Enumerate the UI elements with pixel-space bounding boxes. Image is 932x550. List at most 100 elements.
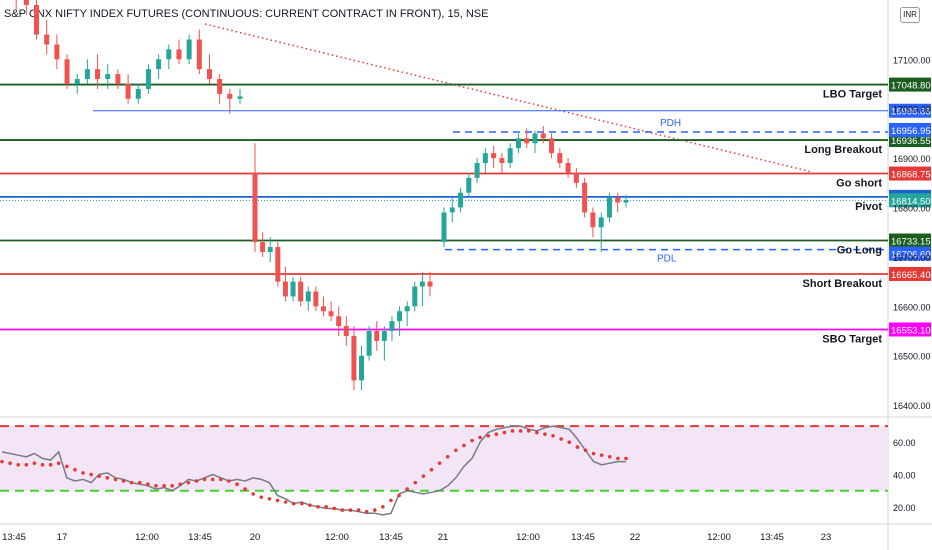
level-price-value: 16733.15	[891, 237, 931, 248]
rsi-ma-dot	[575, 445, 580, 449]
candle-body	[252, 172, 258, 243]
candle-body	[381, 331, 387, 341]
time-tick-label: 13:45	[760, 532, 784, 543]
rsi-ma-dot	[129, 480, 134, 485]
candle-body	[206, 69, 212, 80]
rsi-tick-label: 20.00	[893, 503, 916, 513]
candle-body	[507, 148, 513, 164]
rsi-tick-label: 60.00	[893, 438, 916, 448]
candle-body	[515, 138, 521, 149]
level-label: Go short	[836, 178, 882, 190]
extra-price-value: 16956.95	[891, 126, 931, 137]
candle-body	[115, 74, 121, 84]
rsi-ma-dot	[526, 429, 531, 433]
rsi-ma-dot	[97, 474, 102, 478]
rsi-ma-dot	[462, 443, 466, 448]
rsi-ma-dot	[308, 503, 312, 508]
level-price-value: 17048.80	[891, 81, 931, 92]
candle-body	[217, 79, 223, 94]
rsi-ma-dot	[194, 479, 199, 483]
rsi-ma-dot	[56, 461, 61, 466]
rsi-ma-dot	[567, 440, 572, 445]
level-price-tag: 17048.80	[889, 77, 931, 92]
level-price-value: 16936.55	[891, 136, 931, 147]
rsi-ma-dot	[518, 429, 523, 433]
candle-body	[359, 355, 365, 381]
candle-body	[237, 96, 243, 99]
extra-price-tag: 16814.50	[889, 193, 931, 208]
candles-layer	[15, 0, 629, 391]
rsi-ma-dot	[24, 463, 29, 467]
candle-body	[458, 192, 464, 208]
pdl-label: PDL	[657, 254, 677, 265]
extra-price-tag: 16995.85	[889, 103, 931, 118]
rsi-ma-dot	[210, 477, 215, 482]
candle-body	[298, 281, 304, 302]
rsi-ma-dot	[0, 459, 4, 464]
candle-body	[482, 153, 488, 164]
rsi-ma-dot	[40, 463, 45, 467]
candle-body	[427, 281, 433, 287]
time-tick-label: 22	[630, 532, 641, 543]
rsi-ma-dot	[202, 477, 207, 482]
candle-body	[305, 291, 311, 302]
rsi-ma-dot	[89, 472, 93, 477]
candle-body	[598, 217, 604, 228]
rsi-ma-dot	[364, 509, 369, 514]
candle-body	[23, 0, 29, 5]
level-label: LBO Target	[823, 89, 882, 101]
rsi-ma-dot	[437, 461, 442, 466]
price-tick-label: 16900.00	[893, 154, 931, 164]
rsi-ma-dot	[170, 484, 174, 488]
candle-body	[374, 331, 380, 341]
candle-body	[397, 311, 403, 322]
rsi-ma-dot	[32, 461, 37, 466]
rsi-ma-dot	[348, 508, 353, 512]
price-tick-label: 16500.00	[893, 352, 931, 362]
rsi-ma-dot	[535, 430, 539, 435]
candle-body	[84, 69, 90, 80]
candle-body	[95, 69, 101, 80]
candle-body	[74, 79, 80, 84]
candle-body	[186, 39, 192, 60]
time-tick-label: 12:00	[707, 532, 731, 543]
time-tick-label: 17	[57, 532, 68, 543]
candle-body	[34, 4, 40, 35]
candle-body	[466, 177, 472, 193]
extra-price-bg	[889, 246, 931, 261]
axis-layer: 17100.00 17000.00 16900.00 16800.00 16700.00…	[2, 55, 930, 543]
rsi-ma-dot	[624, 456, 628, 461]
candle-body	[156, 59, 162, 70]
currency-badge[interactable]: INR	[900, 7, 920, 23]
rsi-ma-dot	[146, 482, 150, 487]
candle-body	[260, 242, 266, 252]
level-label: Long Breakout	[804, 144, 882, 156]
candle-body	[549, 138, 555, 154]
candle-body	[449, 207, 455, 213]
level-price-bg	[889, 322, 931, 337]
time-tick-label: 23	[821, 532, 832, 543]
rsi-ma-dot	[616, 456, 620, 461]
time-tick-label: 13:45	[379, 532, 403, 543]
time-tick-label: 21	[438, 532, 449, 543]
rsi-ma-dot	[445, 454, 450, 459]
rsi-ma-dot	[178, 482, 183, 487]
rsi-ma-dot	[478, 435, 482, 440]
rsi-band	[0, 426, 888, 491]
rsi-ma-dot	[121, 479, 126, 483]
rsi-ma-dot	[405, 487, 409, 491]
candle-body	[366, 331, 372, 356]
rsi-ma-dot	[324, 505, 328, 509]
rsi-ma-dot	[372, 508, 377, 512]
price-tick-label: 16400.00	[893, 401, 931, 411]
candle-body	[166, 49, 172, 60]
level-price-bg	[889, 166, 931, 181]
rsi-ma-dot	[300, 501, 304, 506]
rsi-ma-dot	[470, 438, 474, 443]
rsi-ma-dot	[502, 430, 507, 435]
rsi-ma-dot	[113, 477, 118, 482]
level-price-tag: 16553.10	[889, 322, 931, 337]
extra-price-bg	[889, 103, 931, 118]
candle-body	[267, 247, 273, 252]
